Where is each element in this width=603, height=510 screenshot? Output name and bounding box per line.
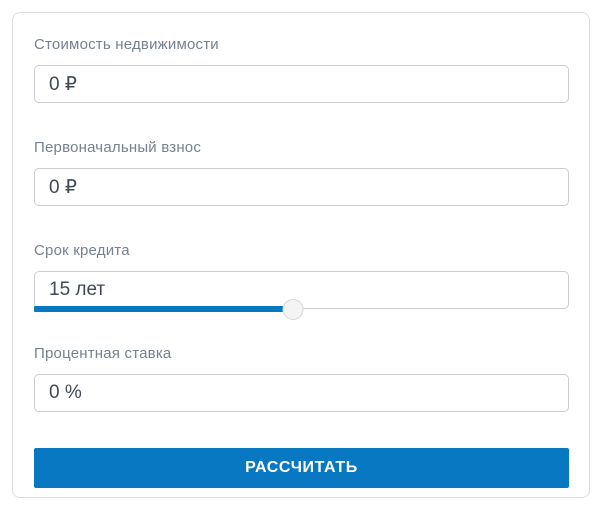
down-payment-input[interactable] xyxy=(34,168,569,206)
field-property-price: Стоимость недвижимости xyxy=(34,36,569,103)
loan-term-input[interactable] xyxy=(34,271,569,309)
field-down-payment: Первоначальный взнос xyxy=(34,139,569,206)
loan-term-slider-thumb[interactable] xyxy=(282,298,304,320)
field-loan-term: Срок кредита xyxy=(34,242,569,320)
property-price-input[interactable] xyxy=(34,65,569,103)
down-payment-input-wrap xyxy=(34,168,569,206)
loan-term-label: Срок кредита xyxy=(34,242,130,259)
field-interest-rate: Процентная ставка xyxy=(34,345,569,412)
loan-term-slider-track-fill[interactable] xyxy=(34,306,293,312)
down-payment-label: Первоначальный взнос xyxy=(34,139,202,156)
loan-term-input-wrap xyxy=(34,271,569,320)
interest-rate-label: Процентная ставка xyxy=(34,345,172,362)
interest-rate-input-wrap xyxy=(34,374,569,412)
property-price-label: Стоимость недвижимости xyxy=(34,36,219,53)
mortgage-calculator-card: Стоимость недвижимости Первоначальный вз… xyxy=(12,12,590,498)
calculate-button[interactable]: РАССЧИТАТЬ xyxy=(34,448,569,488)
interest-rate-input[interactable] xyxy=(34,374,569,412)
property-price-input-wrap xyxy=(34,65,569,103)
